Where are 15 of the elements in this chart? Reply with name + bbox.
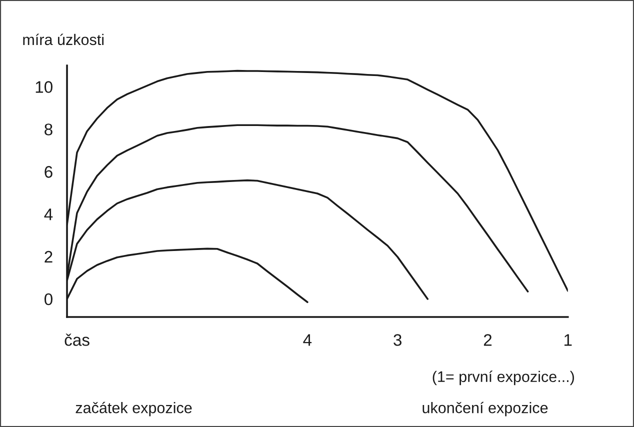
x-tick-label: 4: [303, 334, 312, 346]
y-tick-label: 6: [44, 166, 52, 178]
y-axis-title: míra úzkosti: [23, 34, 104, 46]
y-tick-label: 10: [36, 81, 52, 93]
x-tick-label: 3: [394, 334, 402, 346]
x-tick-label: 1: [564, 334, 572, 346]
text: ukončení expozice: [422, 402, 548, 416]
x-tick-label: 2: [484, 334, 492, 346]
y-tick-label: 8: [44, 124, 52, 136]
text: začátek expozice: [76, 402, 192, 416]
text: (1= první expozice...): [432, 370, 574, 386]
y-tick-label: 2: [44, 250, 52, 263]
x-tick-label: čas: [64, 334, 90, 346]
y-tick-label: 0: [44, 293, 52, 306]
y-tick-label: 4: [44, 208, 53, 220]
